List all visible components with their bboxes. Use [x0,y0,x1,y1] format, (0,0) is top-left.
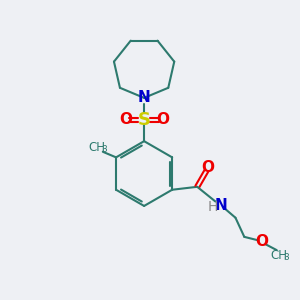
Text: O: O [119,112,132,128]
Text: O: O [156,112,169,128]
Text: O: O [256,234,268,249]
Text: CH: CH [270,249,287,262]
Text: CH: CH [88,141,105,154]
Text: O: O [202,160,215,175]
Text: N: N [215,198,228,213]
Text: N: N [138,90,151,105]
Text: H: H [207,200,218,214]
Text: S: S [138,111,151,129]
Text: 3: 3 [283,253,289,262]
Text: 3: 3 [101,146,107,154]
